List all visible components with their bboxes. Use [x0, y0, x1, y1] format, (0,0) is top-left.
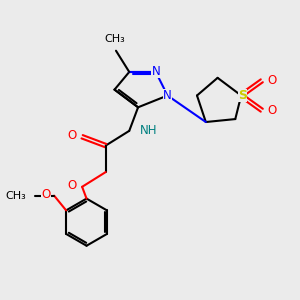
Text: N: N: [163, 89, 172, 102]
Text: N: N: [152, 65, 160, 78]
Text: O: O: [267, 74, 276, 87]
Text: O: O: [41, 188, 51, 201]
Text: NH: NH: [140, 124, 157, 137]
Text: O: O: [68, 179, 77, 192]
Text: O: O: [67, 129, 76, 142]
Text: O: O: [267, 104, 276, 117]
Text: CH₃: CH₃: [5, 191, 26, 201]
Text: S: S: [238, 89, 247, 102]
Text: CH₃: CH₃: [104, 34, 125, 44]
